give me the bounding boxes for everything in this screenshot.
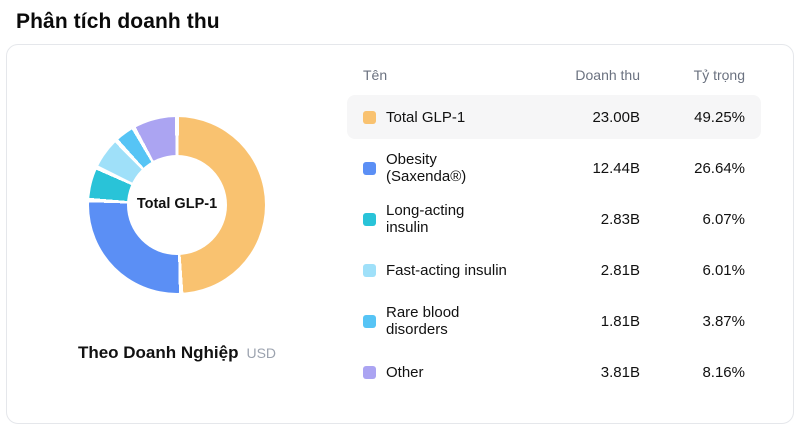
color-swatch-icon [363,365,376,379]
page-title: Phân tích doanh thu [16,10,220,33]
row-label: Rare blood disorders [386,304,460,338]
row-revenue: 2.81B [600,261,640,279]
row-share: 3.87% [702,312,745,330]
row-share: 26.64% [694,159,745,177]
column-header-revenue: Doanh thu [575,67,640,83]
color-swatch-icon [363,110,376,124]
row-revenue: 3.81B [600,363,640,381]
row-label: Long-acting insulin [386,202,465,236]
donut-hole: Total GLP-1 [127,155,227,255]
row-label: Obesity (Saxenda®) [386,151,467,185]
row-share: 8.16% [702,363,745,381]
row-revenue: 2.83B [600,210,640,228]
color-swatch-icon [363,212,376,226]
table-row[interactable]: Fast-acting insulin 2.81B 6.01% [347,248,761,292]
chart-footer: Theo Doanh Nghiệp USD [78,343,276,363]
donut-chart[interactable]: Total GLP-1 [89,117,265,293]
table-row[interactable]: Long-acting insulin 2.83B 6.07% [347,197,761,241]
row-share: 6.01% [702,261,745,279]
donut-center-label: Total GLP-1 [136,196,218,213]
chart-pane: Total GLP-1 Theo Doanh Nghiệp USD [7,45,347,423]
row-share: 49.25% [694,108,745,126]
table-header-row: Tên Doanh thu Tỷ trọng [347,67,761,83]
color-swatch-icon [363,314,376,328]
row-revenue: 1.81B [600,312,640,330]
row-label: Fast-acting insulin [386,261,507,279]
row-revenue: 12.44B [592,159,640,177]
column-header-name: Tên [363,67,388,83]
table-row[interactable]: Other 3.81B 8.16% [347,350,761,394]
table-row[interactable]: Obesity (Saxenda®) 12.44B 26.64% [347,146,761,190]
color-swatch-icon [363,263,376,277]
table-row[interactable]: Total GLP-1 23.00B 49.25% [347,95,761,139]
revenue-card: Total GLP-1 Theo Doanh Nghiệp USD Tên Do… [6,44,794,424]
row-label: Other [386,363,424,381]
chart-unit: USD [246,345,277,361]
column-header-share: Tỷ trọng [693,67,745,83]
chart-title: Theo Doanh Nghiệp [77,343,239,362]
legend-table: Tên Doanh thu Tỷ trọng Total GLP-1 23.00… [347,45,793,423]
table-row[interactable]: Rare blood disorders 1.81B 3.87% [347,299,761,343]
color-swatch-icon [363,161,376,175]
row-share: 6.07% [702,210,745,228]
row-revenue: 23.00B [592,108,640,126]
row-label: Total GLP-1 [386,108,466,126]
